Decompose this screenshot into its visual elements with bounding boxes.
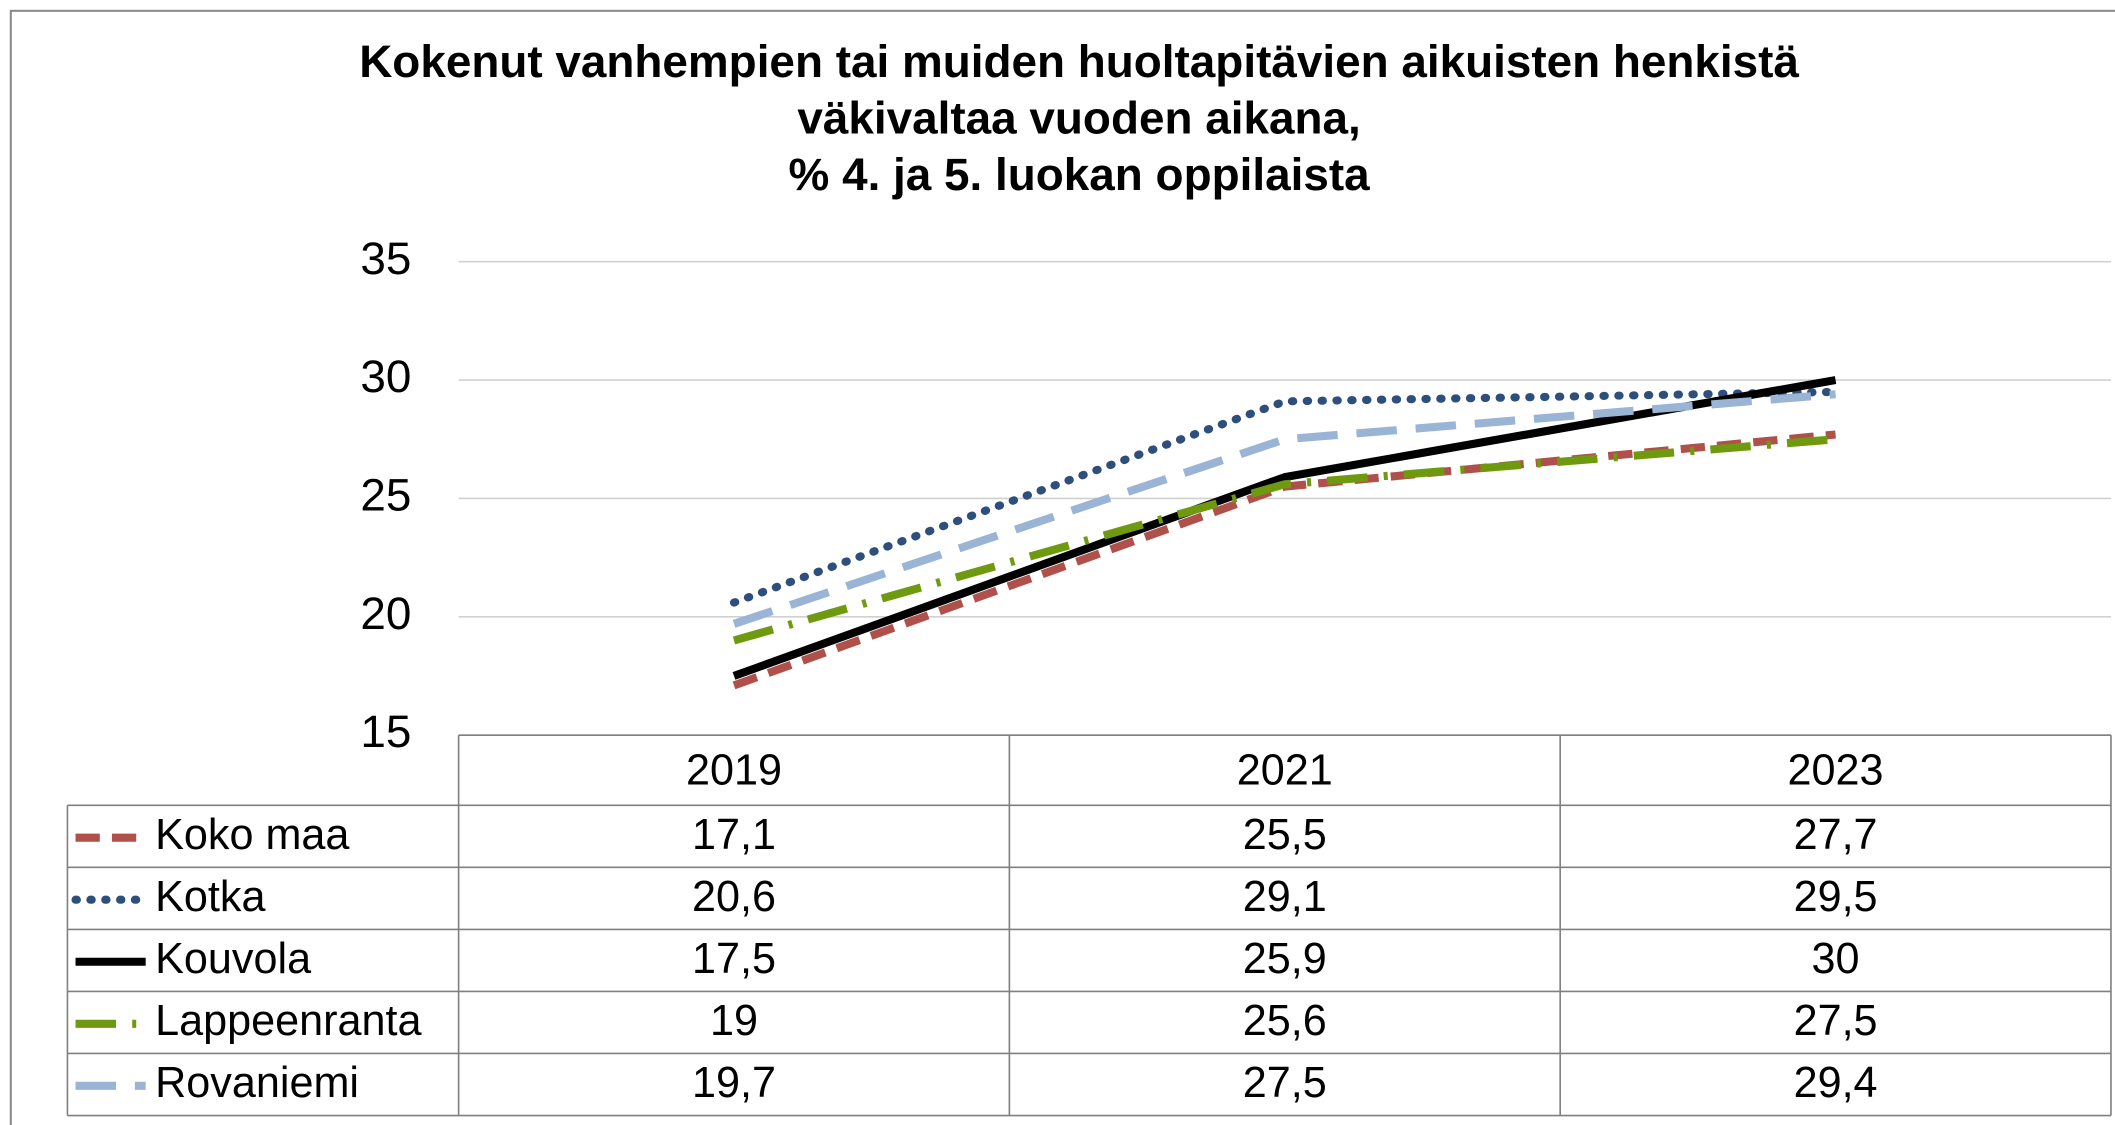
table-value: 25,5 xyxy=(1243,811,1327,859)
table-value: 17,5 xyxy=(692,935,776,983)
chart-title: väkivaltaa vuoden aikana, xyxy=(797,92,1360,144)
series-line xyxy=(732,376,1837,680)
legend-label: Koko maa xyxy=(155,811,349,859)
table-value: 30 xyxy=(1812,935,1860,983)
x-tick-label: 2019 xyxy=(686,746,782,794)
table-value: 17,1 xyxy=(692,811,776,859)
table-value: 19 xyxy=(710,997,758,1045)
y-tick-label: 20 xyxy=(360,587,411,639)
table-value: 27,5 xyxy=(1243,1059,1327,1107)
series-line xyxy=(732,435,1836,645)
table-value: 20,6 xyxy=(692,873,776,921)
table-value: 25,9 xyxy=(1243,935,1327,983)
table-value: 19,7 xyxy=(692,1059,776,1107)
chart-title: % 4. ja 5. luokan oppilaista xyxy=(789,148,1371,200)
legend-label: Rovaniemi xyxy=(155,1059,359,1107)
series-line xyxy=(732,390,1836,628)
y-tick-label: 30 xyxy=(360,350,411,402)
table-value: 29,1 xyxy=(1243,873,1327,921)
x-tick-label: 2021 xyxy=(1237,746,1333,794)
table-value: 27,7 xyxy=(1794,811,1878,859)
y-tick-label: 35 xyxy=(360,232,411,284)
table-value: 27,5 xyxy=(1794,997,1878,1045)
legend-label: Kotka xyxy=(155,873,265,921)
table-value: 29,5 xyxy=(1794,873,1878,921)
series-line xyxy=(729,387,1840,607)
y-tick-label: 25 xyxy=(360,469,411,521)
table-value: 25,6 xyxy=(1243,997,1327,1045)
x-tick-label: 2023 xyxy=(1788,746,1884,794)
chart-title: Kokenut vanhempien tai muiden huoltapitä… xyxy=(359,35,1799,87)
legend-label: Kouvola xyxy=(155,935,311,983)
table-value: 29,4 xyxy=(1794,1059,1878,1107)
y-tick-label: 15 xyxy=(360,705,411,757)
legend-label: Lappeenranta xyxy=(155,997,421,1045)
